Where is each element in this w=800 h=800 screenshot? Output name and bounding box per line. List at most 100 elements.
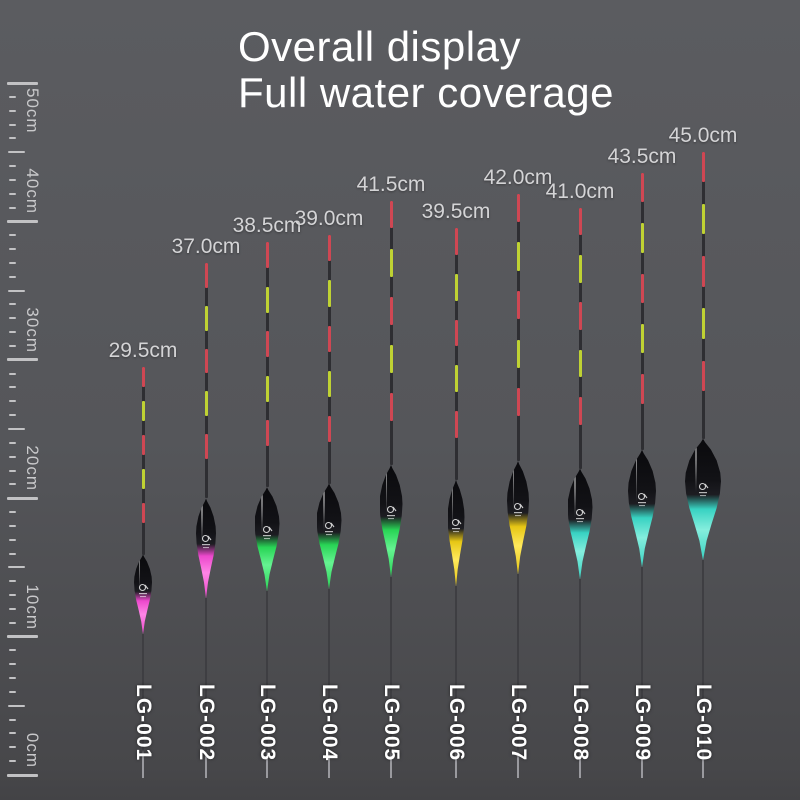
float-antenna	[141, 366, 145, 555]
float-size-label: 29.5cm	[108, 338, 178, 362]
ruler-tick-minor	[9, 372, 16, 375]
float-size-label: 37.0cm	[171, 234, 241, 258]
antenna-stripe-red	[454, 319, 458, 347]
float-stem	[328, 588, 330, 778]
antenna-stripe-green	[327, 370, 331, 397]
antenna-stripe-green	[204, 305, 208, 331]
float-antenna	[701, 152, 705, 439]
ruler-tick-minor	[9, 123, 16, 126]
body-gloss-highlight	[201, 501, 203, 544]
antenna-stripe-green	[265, 286, 269, 313]
ruler-tick-minor	[9, 234, 16, 237]
ruler-tick-minor	[9, 483, 16, 486]
antenna-stripe-red	[578, 207, 582, 236]
antenna-stripe-red	[516, 290, 520, 320]
ruler-tick-medium	[8, 428, 25, 430]
float-stem	[205, 598, 207, 778]
ruler-tick-minor	[9, 663, 16, 666]
antenna-stripe-green	[516, 339, 520, 368]
brand-logo-icon	[261, 525, 273, 546]
antenna-stripe-green	[327, 280, 331, 307]
antenna-stripe-red	[327, 235, 331, 262]
antenna-stripe-red	[516, 388, 520, 417]
body-gloss-highlight	[385, 468, 388, 516]
ruler-tick-minor	[9, 248, 16, 251]
ruler-tick-minor	[9, 165, 16, 168]
float-antenna	[454, 228, 458, 480]
float-stem	[266, 591, 268, 778]
antenna-stripe-green	[389, 344, 393, 373]
body-gloss-highlight	[452, 482, 454, 528]
antenna-stripe-green	[516, 242, 520, 271]
float-body	[567, 468, 593, 580]
ruler-tick-minor	[9, 441, 16, 444]
body-gloss-highlight	[261, 490, 263, 534]
ruler-tick-minor	[9, 137, 16, 140]
float-size-label: 41.5cm	[356, 172, 426, 196]
ruler-tick-minor	[9, 538, 16, 541]
antenna-stripe-red	[327, 325, 331, 352]
ruler-major-label: 20cm	[23, 445, 42, 492]
ruler-tick-major	[7, 635, 38, 639]
antenna-stripe-red	[141, 366, 145, 387]
ruler-tick-minor	[9, 677, 16, 680]
ruler-tick-minor	[9, 109, 16, 112]
antenna-stripe-red	[389, 200, 393, 229]
float-body	[685, 438, 721, 561]
float-stem	[641, 567, 643, 778]
float-antenna	[327, 235, 331, 484]
ruler-tick-minor	[9, 455, 16, 458]
ruler-tick-minor	[9, 303, 16, 306]
ruler-tick-minor	[9, 732, 16, 735]
ruler-major-label: 50cm	[23, 88, 42, 134]
antenna-stripe-red	[578, 302, 582, 330]
body-gloss-highlight	[323, 486, 325, 531]
ruler-tick-major	[7, 358, 38, 362]
antenna-stripe-red	[640, 273, 644, 303]
float-size-label: 43.5cm	[607, 144, 677, 168]
ruler-tick-minor	[9, 718, 16, 721]
antenna-stripe-red	[701, 152, 705, 183]
float-stem	[579, 579, 581, 778]
float-stem	[702, 560, 704, 778]
float-stem	[517, 574, 519, 778]
antenna-stripe-red	[204, 348, 208, 374]
antenna-stripe-green	[141, 400, 145, 421]
float-body	[316, 483, 342, 589]
float-model-label: LG-009	[631, 684, 654, 762]
float-antenna	[516, 193, 520, 462]
antenna-stripe-red	[640, 172, 644, 203]
brand-logo-icon	[385, 505, 397, 526]
antenna-stripe-green	[701, 308, 705, 339]
brand-logo-icon	[323, 521, 335, 542]
float-antenna	[389, 200, 393, 465]
antenna-stripe-green	[578, 349, 582, 378]
float-model-label: LG-010	[692, 684, 715, 762]
brand-logo-icon	[636, 492, 648, 513]
ruler-tick-minor	[9, 414, 16, 417]
ruler-major-label: 0cm	[23, 732, 42, 768]
float-model-label: LG-004	[318, 684, 341, 762]
float-antenna	[265, 242, 269, 488]
ruler-tick-minor	[9, 760, 16, 763]
body-gloss-highlight	[635, 453, 638, 503]
title-line-1: Overall display	[238, 23, 521, 70]
ruler-tick-minor	[9, 400, 16, 403]
float-size-label: 41.0cm	[545, 179, 615, 203]
ruler-tick-minor	[9, 580, 16, 583]
body-gloss-highlight	[574, 471, 576, 519]
ruler-tick-minor	[9, 746, 16, 749]
float-body	[134, 554, 152, 635]
ruler-major-label: 10cm	[23, 584, 42, 630]
antenna-stripe-green	[640, 324, 644, 354]
ruler-tick-medium	[8, 704, 25, 707]
antenna-stripe-red	[701, 360, 705, 391]
float-body	[254, 487, 280, 592]
float-stem	[390, 576, 392, 778]
antenna-stripe-red	[141, 435, 145, 455]
float-antenna	[204, 262, 208, 499]
brand-logo-icon	[450, 518, 462, 539]
float-antenna	[578, 207, 582, 469]
antenna-stripe-green	[701, 204, 705, 235]
